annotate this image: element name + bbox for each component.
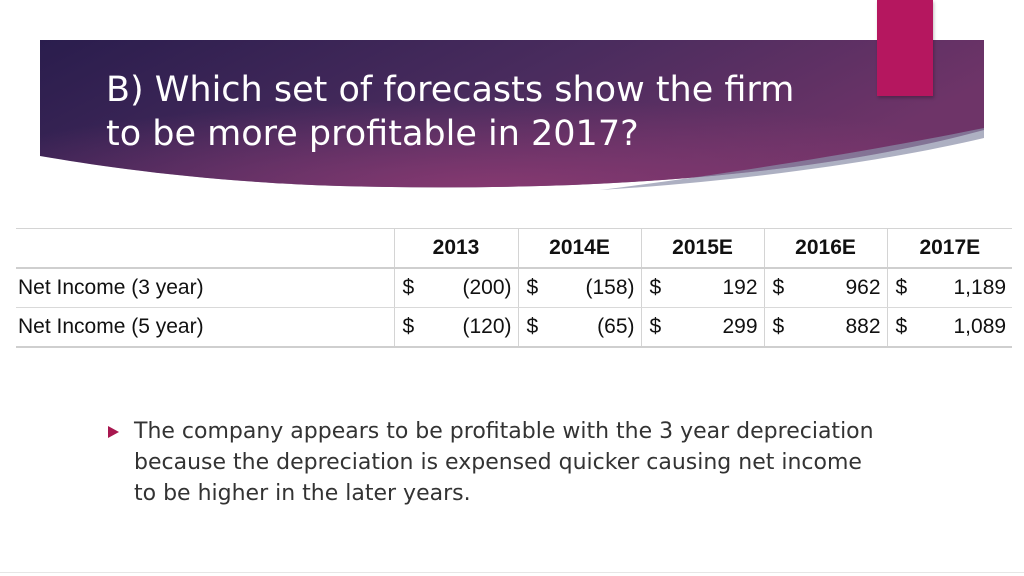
currency-symbol: $: [393, 307, 438, 348]
currency-symbol: $: [886, 268, 932, 308]
currency-symbol: $: [763, 307, 809, 348]
value-cell: (120): [438, 307, 518, 348]
currency-symbol: $: [640, 268, 686, 308]
currency-symbol: $: [517, 307, 562, 348]
table-header-row: 2013 2014E 2015E 2016E 2017E: [16, 228, 1013, 269]
header-blank-cell: [16, 228, 394, 269]
value-cell: 962: [808, 268, 888, 308]
slide-title-line-1: B) Which set of forecasts show the firm: [106, 70, 795, 110]
currency-symbol: $: [763, 268, 809, 308]
list-item: The company appears to be profitable wit…: [108, 416, 888, 509]
table-row: Net Income (3 year) $ (200) $ (158) $ 19…: [16, 268, 1013, 308]
row-label: Net Income (5 year): [16, 307, 394, 348]
table-row: Net Income (5 year) $ (120) $ (65) $ 299…: [16, 307, 1013, 348]
header-2016e: 2016E: [763, 228, 888, 269]
net-income-table: 2013 2014E 2015E 2016E 2017E Net Income …: [16, 228, 1013, 348]
header-2017e: 2017E: [886, 228, 1013, 269]
header-2015e: 2015E: [640, 228, 765, 269]
bullet-text: The company appears to be profitable wit…: [134, 419, 874, 506]
value-cell: 1,089: [931, 307, 1013, 348]
row-label: Net Income (3 year): [16, 268, 394, 308]
currency-symbol: $: [517, 268, 562, 308]
slide-title: B) Which set of forecasts show the firm …: [106, 68, 846, 156]
value-cell: 882: [808, 307, 888, 348]
value-cell: 1,189: [931, 268, 1013, 308]
currency-symbol: $: [393, 268, 438, 308]
accent-tab: [877, 0, 933, 96]
value-cell: 299: [685, 307, 765, 348]
bullet-list: The company appears to be profitable wit…: [108, 416, 888, 509]
value-cell: (158): [562, 268, 642, 308]
value-cell: 192: [685, 268, 765, 308]
title-banner: [40, 40, 984, 190]
slide-title-line-2: to be more profitable in 2017?: [106, 114, 639, 154]
value-cell: (65): [562, 307, 642, 348]
header-2014e: 2014E: [517, 228, 642, 269]
triangle-bullet-icon: [108, 426, 119, 438]
value-cell: (200): [438, 268, 518, 308]
currency-symbol: $: [886, 307, 932, 348]
bottom-divider: [0, 572, 1024, 573]
currency-symbol: $: [640, 307, 686, 348]
title-banner-background: [40, 40, 984, 190]
header-2013: 2013: [393, 228, 518, 269]
